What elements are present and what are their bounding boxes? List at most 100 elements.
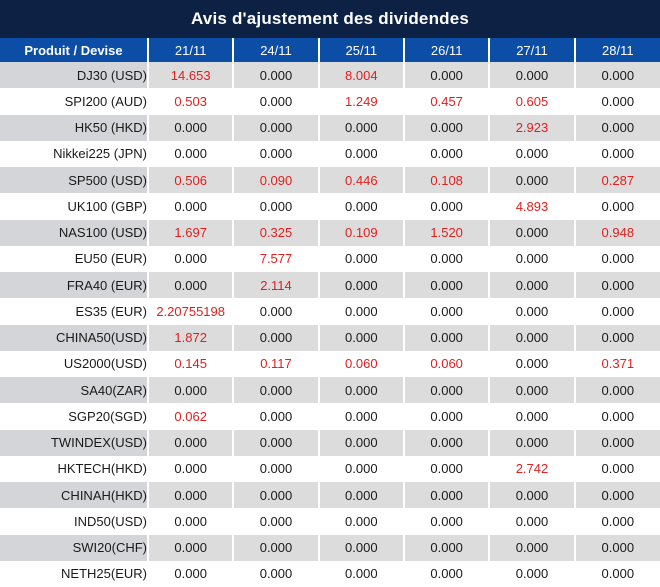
value-cell: 0.000 <box>573 429 660 456</box>
value-cell: 0.000 <box>317 298 404 325</box>
product-cell: IND50(USD) <box>0 508 148 535</box>
value-cell: 0.000 <box>232 377 319 404</box>
value-cell: 0.325 <box>232 219 319 246</box>
value-cell: 0.000 <box>146 245 234 272</box>
table-row: CHINA50(USD) 1.872 0.000 0.000 0.000 0.000 0.0… <box>0 324 660 351</box>
value-cell: 0.000 <box>573 324 660 351</box>
value-cell: 0.000 <box>488 377 575 404</box>
column-header-date: 28/11 <box>573 38 660 62</box>
value-cell: 0.000 <box>146 560 234 587</box>
product-cell: TWINDEX(USD) <box>0 429 148 456</box>
product-cell: HKTECH(HKD) <box>0 455 148 482</box>
value-cell: 4.893 <box>488 193 575 220</box>
product-cell: UK100 (GBP) <box>0 193 148 220</box>
dividends-table: Produit / Devise 21/11 24/11 25/11 26/11 27/… <box>0 38 660 587</box>
table-row: Nikkei225 (JPN) 0.000 0.000 0.000 0.000 0.000… <box>0 140 660 167</box>
value-cell: 0.000 <box>146 193 234 220</box>
value-cell: 0.000 <box>146 508 234 535</box>
value-cell: 0.000 <box>402 62 490 89</box>
value-cell: 0.000 <box>488 508 575 535</box>
value-cell: 0.371 <box>573 350 660 377</box>
value-cell: 0.605 <box>488 88 575 115</box>
value-cell: 0.000 <box>317 245 404 272</box>
table-row: SP500 (USD) 0.506 0.090 0.446 0.108 0.000 0.28… <box>0 167 660 194</box>
value-cell: 0.000 <box>573 482 660 509</box>
product-cell: SWI20(CHF) <box>0 534 148 561</box>
value-cell: 0.506 <box>146 167 234 194</box>
value-cell: 0.000 <box>402 377 490 404</box>
value-cell: 0.000 <box>232 193 319 220</box>
value-cell: 0.000 <box>232 429 319 456</box>
table-row: CHINAH(HKD) 0.000 0.000 0.000 0.000 0.000 0.00… <box>0 482 660 509</box>
column-header-date: 25/11 <box>317 38 404 62</box>
value-cell: 0.000 <box>232 88 319 115</box>
value-cell: 0.000 <box>488 167 575 194</box>
value-cell: 0.062 <box>146 403 234 430</box>
value-cell: 14.653 <box>146 62 234 89</box>
table-row: UK100 (GBP) 0.000 0.000 0.000 0.000 4.893 0.00… <box>0 193 660 220</box>
value-cell: 7.577 <box>232 245 319 272</box>
value-cell: 0.108 <box>402 167 490 194</box>
value-cell: 0.287 <box>573 167 660 194</box>
value-cell: 0.446 <box>317 167 404 194</box>
table-row: SA40(ZAR) 0.000 0.000 0.000 0.000 0.000 0.000 <box>0 377 660 404</box>
value-cell: 0.000 <box>146 140 234 167</box>
value-cell: 0.000 <box>232 482 319 509</box>
product-cell: SA40(ZAR) <box>0 377 148 404</box>
value-cell: 1.872 <box>146 324 234 351</box>
value-cell: 0.000 <box>573 377 660 404</box>
value-cell: 0.000 <box>488 324 575 351</box>
value-cell: 0.000 <box>232 534 319 561</box>
table-row: US2000(USD) 0.145 0.117 0.060 0.060 0.000 0.37… <box>0 350 660 377</box>
table-row: EU50 (EUR) 0.000 7.577 0.000 0.000 0.000 0.000 <box>0 245 660 272</box>
value-cell: 0.000 <box>488 429 575 456</box>
value-cell: 0.000 <box>488 350 575 377</box>
product-cell: ES35 (EUR) <box>0 298 148 325</box>
value-cell: 0.000 <box>232 324 319 351</box>
value-cell: 2.923 <box>488 114 575 141</box>
value-cell: 0.000 <box>488 298 575 325</box>
value-cell: 0.000 <box>317 403 404 430</box>
value-cell: 0.000 <box>232 455 319 482</box>
value-cell: 0.000 <box>573 403 660 430</box>
value-cell: 0.000 <box>573 272 660 299</box>
product-cell: Nikkei225 (JPN) <box>0 140 148 167</box>
value-cell: 0.000 <box>232 114 319 141</box>
product-cell: NAS100 (USD) <box>0 219 148 246</box>
value-cell: 0.000 <box>488 272 575 299</box>
panel-title: Avis d'ajustement des dividendes <box>0 0 660 38</box>
product-cell: FRA40 (EUR) <box>0 272 148 299</box>
value-cell: 0.000 <box>146 534 234 561</box>
value-cell: 0.000 <box>402 272 490 299</box>
value-cell: 0.117 <box>232 350 319 377</box>
value-cell: 0.000 <box>402 140 490 167</box>
value-cell: 2.114 <box>232 272 319 299</box>
product-cell: SGP20(SGD) <box>0 403 148 430</box>
product-cell: SPI200 (AUD) <box>0 88 148 115</box>
value-cell: 8.004 <box>317 62 404 89</box>
value-cell: 0.000 <box>146 429 234 456</box>
value-cell: 0.000 <box>573 193 660 220</box>
value-cell: 0.000 <box>402 534 490 561</box>
value-cell: 0.000 <box>317 272 404 299</box>
table-row: DJ30 (USD) 14.653 0.000 8.004 0.000 0.000 0.00… <box>0 62 660 89</box>
product-cell: US2000(USD) <box>0 350 148 377</box>
value-cell: 0.000 <box>317 508 404 535</box>
value-cell: 0.000 <box>232 298 319 325</box>
value-cell: 0.000 <box>402 508 490 535</box>
value-cell: 0.000 <box>402 560 490 587</box>
product-cell: SP500 (USD) <box>0 167 148 194</box>
column-header-product: Produit / Devise <box>0 38 148 62</box>
table-row: SWI20(CHF) 0.000 0.000 0.000 0.000 0.000 0.000 <box>0 534 660 561</box>
value-cell: 0.000 <box>317 140 404 167</box>
product-cell: DJ30 (USD) <box>0 62 148 89</box>
value-cell: 0.000 <box>232 62 319 89</box>
product-cell: CHINAH(HKD) <box>0 482 148 509</box>
table-body: DJ30 (USD) 14.653 0.000 8.004 0.000 0.000 0.00… <box>0 62 660 587</box>
value-cell: 0.000 <box>488 403 575 430</box>
value-cell: 0.000 <box>317 560 404 587</box>
value-cell: 0.000 <box>146 377 234 404</box>
value-cell: 0.090 <box>232 167 319 194</box>
table-row: NAS100 (USD) 1.697 0.325 0.109 1.520 0.000 0.9… <box>0 219 660 246</box>
value-cell: 0.000 <box>573 62 660 89</box>
